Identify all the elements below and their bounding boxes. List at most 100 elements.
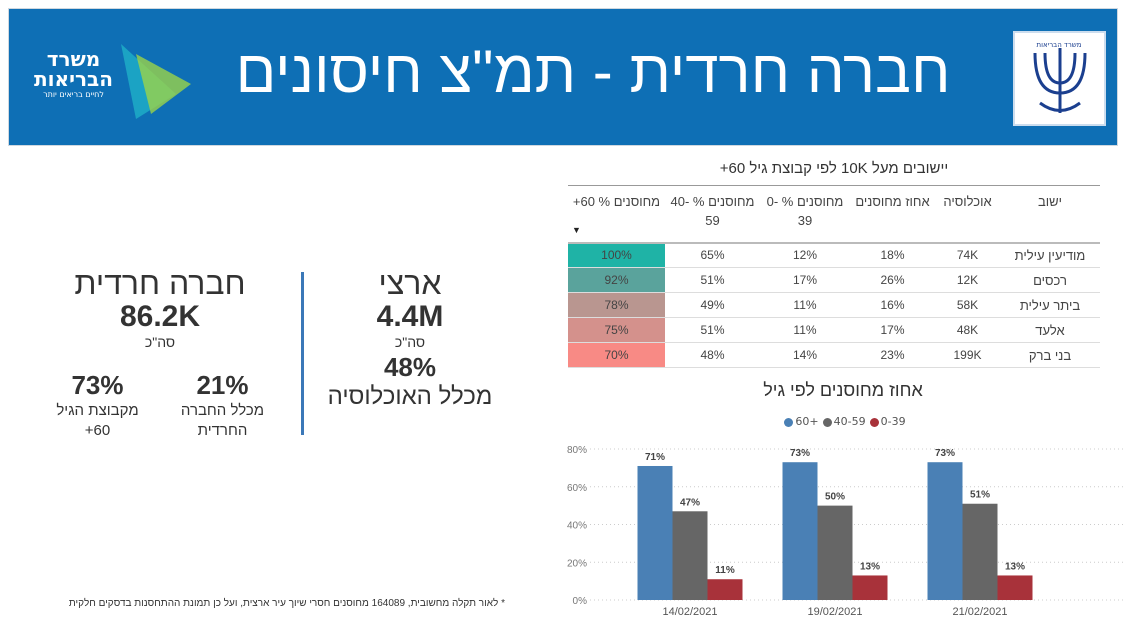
menorah-emblem-icon: משרד הבריאות <box>1033 41 1087 113</box>
y-tick-label: 80% <box>567 445 587 456</box>
bar-60+ <box>782 462 818 600</box>
haredi-society-caption: מכלל החברה החרדית <box>180 402 265 439</box>
bar-40-59 <box>962 503 998 600</box>
national-label: ארצי <box>378 265 442 301</box>
pct-0-39-cell: 14% <box>760 342 850 368</box>
legend-label[interactable]: 0-39 <box>880 415 906 428</box>
bar-40-59 <box>817 505 853 600</box>
legend-label[interactable]: 60+ <box>795 415 819 428</box>
ministry-logo-left: משרד הבריאות לחיים בריאים יותר <box>26 34 196 124</box>
y-tick-label: 0% <box>573 596 588 607</box>
table-row[interactable]: אלעד 48K 17% 11% 51% 75% <box>568 317 1100 343</box>
sort-desc-icon[interactable]: ▼ <box>572 224 581 235</box>
logo-line-2: הבריאות <box>34 67 113 91</box>
emblem-text: משרד הבריאות <box>1036 41 1081 49</box>
vaccination-by-age-chart: 0% 20% 40% 60% 80% 71% 47% 11% 14/02/2021 73% 50% 1… <box>567 445 1125 618</box>
pct-0-39-cell: 17% <box>760 267 850 293</box>
haredi-society-pct: 21% <box>196 370 249 400</box>
pct-0-39-cell: 11% <box>760 292 850 318</box>
data-label: 47% <box>680 497 700 508</box>
ministry-swoosh-icon <box>121 44 191 119</box>
bar-60+ <box>637 465 673 600</box>
col-header-population[interactable]: אוכלוסיה <box>935 185 1000 244</box>
population-cell: 12K <box>935 267 1000 293</box>
legend-dot-0 <box>784 417 794 427</box>
population-cell: 58K <box>935 292 1000 318</box>
y-tick-label: 20% <box>567 558 587 569</box>
population-cell: 74K <box>935 242 1000 268</box>
legend-dot-2 <box>869 417 879 427</box>
pct-40-59-cell: 48% <box>665 342 760 368</box>
national-pct-caption: מכלל האוכלוסיה <box>327 383 493 410</box>
national-pct: 48% <box>383 352 437 382</box>
haredi-age-pct: 73% <box>71 370 124 400</box>
col-header-vaccinated-pct[interactable]: אחוז מחוסנים <box>850 185 935 244</box>
national-total: 4.4M <box>376 300 444 333</box>
pct-40-59-cell: 65% <box>665 242 760 268</box>
table-row[interactable]: ביתר עילית 58K 16% 11% 49% 78% <box>568 292 1100 318</box>
vaccinated-pct-cell: 16% <box>850 292 935 318</box>
settlement-cell: אלעד <box>1000 317 1100 343</box>
national-total-caption: סה"כ <box>394 334 426 350</box>
vaccinated-pct-cell: 17% <box>850 317 935 343</box>
haredi-label: חברה חרדית <box>74 265 246 301</box>
y-tick-label: 60% <box>567 483 587 494</box>
table-row[interactable]: בני ברק 199K 23% 14% 48% 70% <box>568 342 1100 368</box>
logo-line-1: משרד <box>46 47 101 71</box>
population-cell: 48K <box>935 317 1000 343</box>
data-label: 73% <box>935 448 955 459</box>
data-label: 13% <box>860 561 880 572</box>
pct-60-plus-cell: 70% <box>568 342 665 368</box>
stats-divider <box>301 272 304 435</box>
pct-0-39-cell: 12% <box>760 242 850 268</box>
logo-slogan: לחיים בריאים יותר <box>43 90 104 99</box>
data-label: 11% <box>715 565 735 576</box>
x-tick-label: 19/02/2021 <box>807 606 862 618</box>
pct-60-plus-cell: 78% <box>568 292 665 318</box>
bar-0-39 <box>997 575 1033 600</box>
page-title: חברה חרדית - תמ"צ חיסונים <box>235 38 951 105</box>
data-label: 13% <box>1005 561 1025 572</box>
data-label: 51% <box>970 490 990 501</box>
data-label: 73% <box>790 448 810 459</box>
pct-0-39-cell: 11% <box>760 317 850 343</box>
settlement-cell: מודיעין עילית <box>1000 242 1100 268</box>
table-row[interactable]: מודיעין עילית 74K 18% 12% 65% 100% <box>568 242 1100 268</box>
settlement-cell: רכסים <box>1000 267 1100 293</box>
bar-0-39 <box>852 575 888 600</box>
y-tick-label: 40% <box>567 521 587 532</box>
haredi-total-caption: סה"כ <box>144 334 176 350</box>
data-label: 71% <box>645 452 665 463</box>
col-header-0-39[interactable]: מחוסנים % 0-39 <box>760 185 850 244</box>
pct-60-plus-cell: 92% <box>568 267 665 293</box>
pct-40-59-cell: 49% <box>665 292 760 318</box>
chart-legend: 60+ 40-59 0-39 <box>568 415 1118 428</box>
x-tick-label: 14/02/2021 <box>662 606 717 618</box>
haredi-age-caption: מקבוצת הגיל 60+ <box>56 402 139 439</box>
legend-label[interactable]: 40-59 <box>833 415 866 428</box>
pct-60-plus-cell: 100% <box>568 242 665 268</box>
population-cell: 199K <box>935 342 1000 368</box>
pct-60-plus-cell: 75% <box>568 317 665 343</box>
col-header-40-59[interactable]: מחוסנים % 40-59 <box>665 185 760 244</box>
col-header-settlement[interactable]: ישוב <box>1000 185 1100 244</box>
col-header-60-plus-label: מחוסנים % 60+ <box>572 194 661 209</box>
bar-60+ <box>927 462 963 600</box>
vaccinated-pct-cell: 26% <box>850 267 935 293</box>
settlement-cell: ביתר עילית <box>1000 292 1100 318</box>
footnote: * לאור תקלה מחשובית, 164089 מחוסנים חסרי… <box>68 598 505 609</box>
data-label: 50% <box>825 492 845 503</box>
haredi-total: 86.2K <box>119 300 201 333</box>
header-banner: משרד הבריאות לחיים בריאים יותר חברה חרדי… <box>8 8 1118 146</box>
pct-40-59-cell: 51% <box>665 317 760 343</box>
ministry-emblem: משרד הבריאות <box>1013 31 1106 126</box>
table-row[interactable]: רכסים 12K 26% 17% 51% 92% <box>568 267 1100 293</box>
settlement-cell: בני ברק <box>1000 342 1100 368</box>
col-header-60-plus[interactable]: מחוסנים % 60+ ▼ <box>568 185 665 244</box>
vaccinated-pct-cell: 23% <box>850 342 935 368</box>
legend-dot-1 <box>822 417 832 427</box>
pct-40-59-cell: 51% <box>665 267 760 293</box>
x-tick-label: 21/02/2021 <box>952 606 1007 618</box>
table-title: יישובים מעל 10K לפי קבוצת גיל 60+ <box>719 160 949 177</box>
bar-40-59 <box>672 511 708 600</box>
